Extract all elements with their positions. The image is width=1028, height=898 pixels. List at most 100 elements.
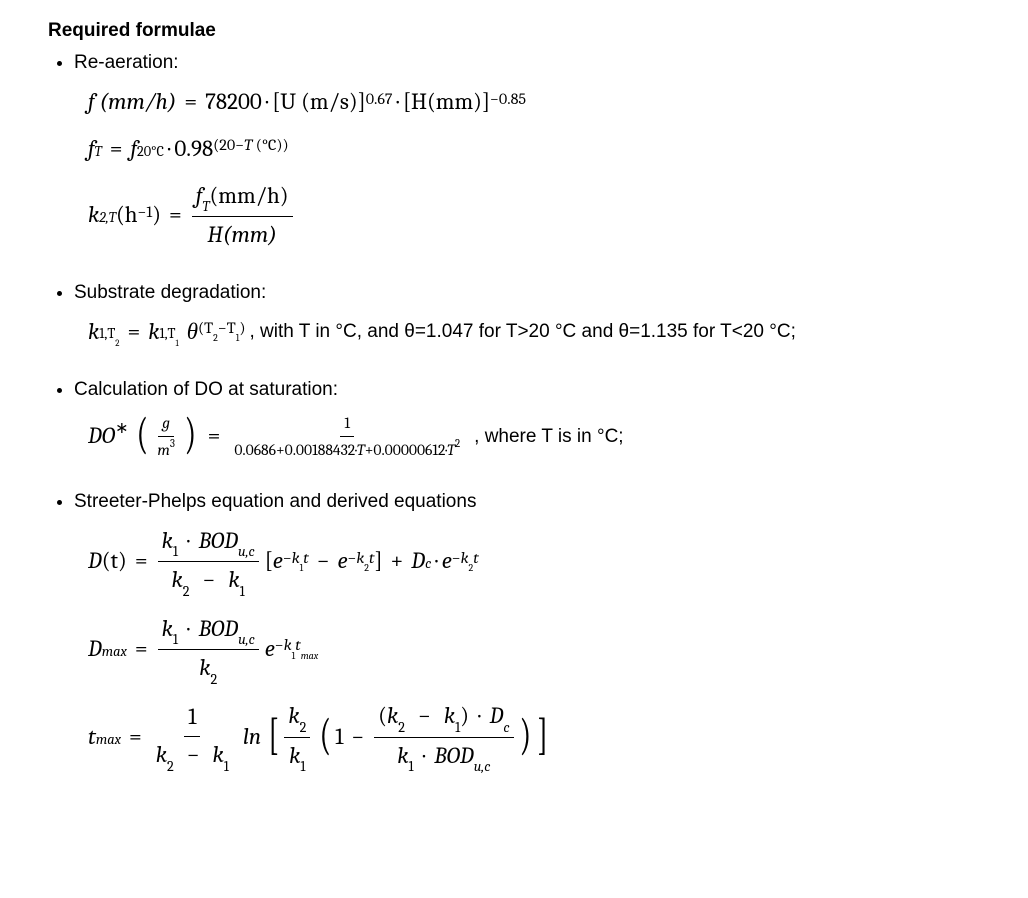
eq-text: −T — [218, 320, 236, 338]
eq-text: ∗ — [115, 420, 129, 438]
eq-text: 1 — [184, 699, 200, 737]
eq-text: (°C)) — [252, 137, 288, 155]
eq-text: f (mm/h) — [88, 84, 176, 121]
eq-text: max — [96, 729, 121, 752]
eq-note: , with T in °C, and θ=1.047 for T>20 °C … — [250, 317, 796, 347]
eq-text: k — [444, 702, 455, 729]
eq-text: θ — [187, 314, 198, 351]
eq-note: , where T is in °C; — [474, 422, 623, 452]
section-do-sat: Calculation of DO at saturation: DO∗ ( g… — [74, 379, 980, 463]
eq-text: c — [425, 553, 431, 576]
eq-text: − — [187, 741, 200, 768]
eq-text: 2 — [167, 758, 174, 775]
eq-text: e — [273, 543, 283, 580]
eq-text: e — [265, 631, 275, 668]
eq-text: g — [158, 411, 174, 437]
eq-text: u,c — [238, 543, 255, 560]
eq-text: T — [447, 441, 455, 459]
sp-label: Streeter-Phelps equation and derived equ… — [74, 491, 980, 513]
eq-text: (mm/h) — [210, 182, 289, 209]
eq-text: T — [202, 198, 209, 215]
eq-text: c — [503, 719, 509, 736]
eq-do-sat: DO∗ ( g m3 ) = 1 0.0686+0.00188432·T+0.0… — [88, 411, 980, 463]
eq-text: k — [162, 527, 173, 554]
eq-text: − — [351, 719, 364, 756]
eq-text: − — [418, 702, 431, 729]
heading-required-formulae: Required formulae — [48, 20, 980, 42]
eq-text: k — [148, 314, 159, 351]
eq-text: 3 — [170, 437, 175, 450]
eq-text: m — [157, 441, 170, 459]
eq-text: 2 — [300, 719, 307, 736]
eq-text: 2 — [398, 719, 405, 736]
eq-text: DO — [88, 422, 115, 449]
eq-text: k — [88, 314, 99, 351]
eq-text: D — [411, 543, 425, 580]
eq-text: [H(mm)] — [403, 84, 490, 121]
eq-text: 1 — [224, 758, 229, 775]
eq-text: k — [172, 566, 183, 593]
eq-text: 1 — [455, 719, 460, 736]
eq-text: 0.67 — [366, 88, 393, 114]
eq-text: k — [156, 741, 167, 768]
eq-text: e — [337, 543, 347, 580]
eq-text: k — [288, 702, 299, 729]
eq-text: [U (m/s)] — [272, 84, 366, 121]
eq-text: e — [442, 543, 452, 580]
eq-text: 1 — [340, 411, 354, 437]
eq-text: D — [88, 543, 102, 580]
eq-text: − — [317, 543, 330, 580]
eq-text: (h — [116, 197, 138, 234]
eq-text: k — [213, 741, 224, 768]
eq-reaeration-fT: fT = f20°C · 0.98(20−T (°C)) — [88, 131, 980, 168]
eq-text: D — [88, 631, 102, 668]
eq-text: k — [199, 654, 210, 681]
eq-text: 1 — [173, 631, 178, 648]
reaeration-label: Re-aeration: — [74, 52, 980, 74]
eq-text: 0.98 — [174, 131, 213, 168]
eq-text: 1 — [409, 758, 414, 775]
eq-text: 2 — [115, 339, 119, 349]
eq-text: t — [88, 719, 96, 756]
eq-text: (20− — [213, 137, 244, 155]
eq-text: 20°C — [137, 141, 164, 164]
eq-substrate: k1,T2 = k1,T1 θ(T2−T1) , with T in °C, a… — [88, 314, 980, 351]
eq-text: 1 — [335, 719, 343, 756]
eq-text: +0.00000612· — [365, 441, 447, 459]
eq-text: k — [397, 742, 408, 769]
section-reaeration: Re-aeration: f (mm/h) = 78200 · [U (m/s)… — [74, 52, 980, 254]
eq-text: (t) — [102, 543, 127, 580]
eq-text: k — [88, 197, 99, 234]
section-streeter-phelps: Streeter-Phelps equation and derived equ… — [74, 491, 980, 776]
section-substrate: Substrate degradation: k1,T2 = k1,T1 θ(T… — [74, 282, 980, 351]
eq-text: ) — [152, 197, 161, 234]
eq-text: k — [289, 742, 300, 769]
do-sat-label: Calculation of DO at saturation: — [74, 379, 980, 401]
eq-text: −0.85 — [490, 88, 526, 114]
eq-reaeration-k2T: k2,T(h−1) = fT(mm/h) H(mm) — [88, 178, 980, 254]
eq-text: 1 — [173, 543, 178, 560]
eq-text: 1 — [175, 339, 178, 349]
eq-text: + — [391, 543, 404, 580]
eq-text: k — [162, 615, 173, 642]
eq-text: BOD — [199, 527, 238, 554]
eq-text: 0.0686+0.00188432· — [234, 441, 356, 459]
eq-reaeration-f: f (mm/h) = 78200 · [U (m/s)]0.67 · [H(mm… — [88, 84, 980, 121]
eq-text: BOD — [434, 742, 473, 769]
eq-sp-tmax: tmax = 1 k2 − k1 ln [ k2 k1 — [88, 698, 980, 776]
formula-list: Re-aeration: f (mm/h) = 78200 · [U (m/s)… — [48, 52, 980, 776]
eq-text: − — [203, 566, 216, 593]
substrate-label: Substrate degradation: — [74, 282, 980, 304]
eq-text: 2,T — [99, 207, 116, 230]
eq-text: 1,T — [99, 325, 115, 342]
eq-text: 1 — [300, 758, 305, 775]
eq-text: k — [228, 566, 239, 593]
eq-text: T — [95, 141, 102, 164]
eq-text: 2 — [210, 671, 217, 688]
eq-text: u,c — [474, 758, 491, 775]
eq-text: 1 — [240, 583, 245, 600]
eq-text: −1 — [137, 201, 152, 227]
eq-sp-Dt: D(t) = k1 · BODu,c k2 − k1 [e−k1t — [88, 523, 980, 601]
eq-text: D — [490, 702, 504, 729]
eq-text: 2 — [213, 333, 218, 344]
